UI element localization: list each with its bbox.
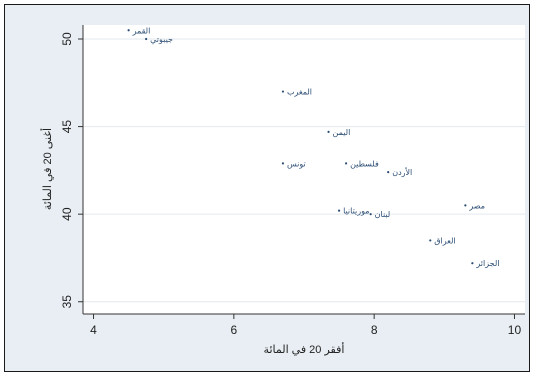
point-label: الأردن — [392, 167, 412, 177]
point-label: القمر — [132, 26, 151, 35]
data-point — [429, 239, 432, 242]
gridlines — [83, 38, 525, 303]
y-axis-title: أغنى 20 في المائة — [40, 128, 54, 210]
point-label: الجزائر — [475, 259, 499, 268]
point-label: جيبوتي — [150, 35, 173, 44]
data-point — [344, 162, 348, 165]
data-point — [327, 130, 330, 133]
point-label: المغرب — [287, 88, 312, 97]
x-axis-title: أفقر 20 في المائة — [264, 342, 345, 356]
y-tick-label: 50 — [60, 32, 74, 46]
data-point — [281, 162, 285, 165]
data-point — [281, 90, 285, 93]
data-point — [369, 213, 372, 216]
plot-area — [83, 25, 525, 314]
chart-frame: 4 6 8 10 35 40 45 50 القمر جيبوتي المغرب اليمن تون… — [4, 4, 530, 372]
point-label: اليمن — [333, 128, 351, 137]
point-label: العراق — [434, 236, 455, 245]
y-axis-ticks: 35 40 45 50 — [60, 32, 83, 308]
point-label: لبنان — [375, 210, 391, 219]
x-tick-label: 6 — [230, 323, 237, 337]
data-point — [471, 262, 474, 265]
x-tick-label: 10 — [508, 323, 522, 337]
y-tick-label: 35 — [60, 295, 74, 309]
x-axis-ticks: 4 6 8 10 — [90, 314, 521, 337]
x-tick-label: 4 — [90, 323, 97, 337]
x-tick-label: 8 — [371, 323, 378, 337]
data-point — [387, 171, 390, 174]
data-point — [337, 209, 341, 212]
data-point — [127, 29, 130, 32]
point-label: فلسطين — [350, 159, 379, 168]
y-tick-label: 40 — [60, 207, 74, 221]
point-label: مصر — [468, 201, 485, 210]
y-tick-label: 45 — [60, 120, 74, 134]
point-label: موريتانيا — [343, 207, 369, 216]
data-point — [464, 204, 467, 207]
point-label: تونس — [287, 159, 306, 168]
data-point — [145, 37, 148, 41]
